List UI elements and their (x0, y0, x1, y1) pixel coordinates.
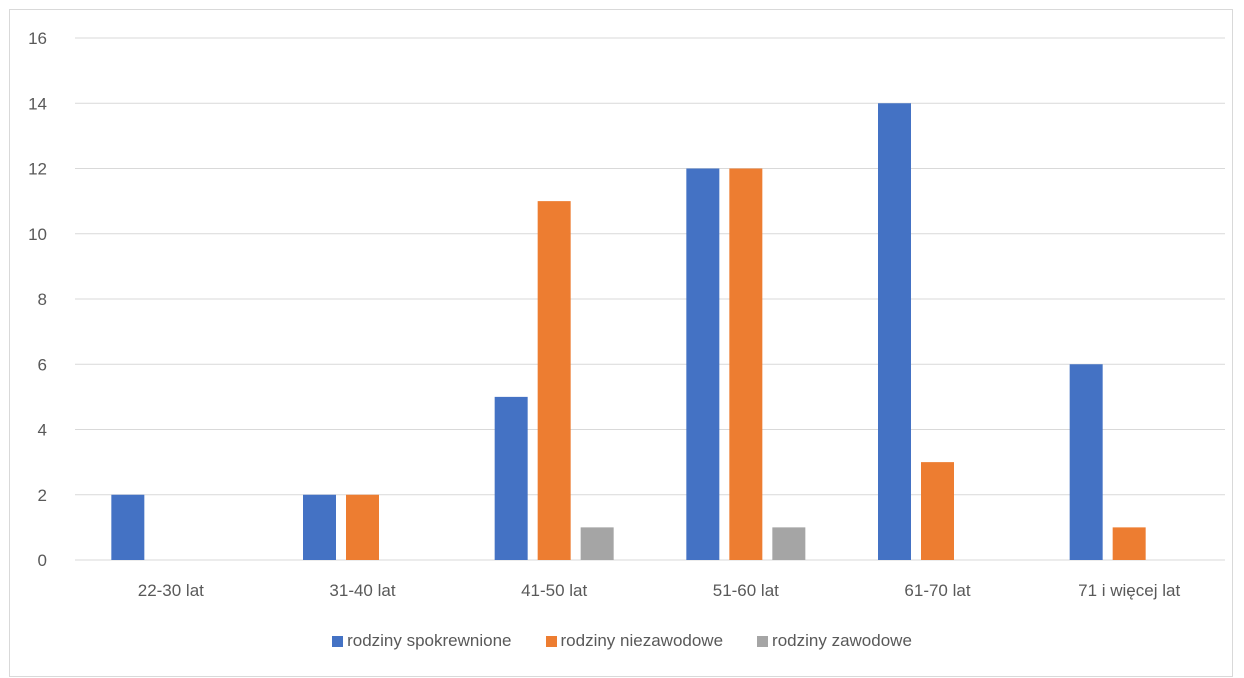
x-tick-label: 51-60 lat (713, 581, 779, 600)
y-tick-label: 2 (38, 486, 47, 505)
x-tick-label: 61-70 lat (904, 581, 970, 600)
y-axis-ticks: 0 2 4 6 8 10 12 14 16 (28, 29, 47, 570)
x-tick-label: 71 i więcej lat (1078, 581, 1180, 600)
bar (494, 396, 528, 560)
x-tick-label: 22-30 lat (138, 581, 204, 600)
legend-label-niezawodowe: rodziny niezawodowe (560, 631, 724, 650)
bar (537, 201, 571, 560)
bars (111, 103, 1146, 560)
legend-label-spokrewnione: rodziny spokrewnione (347, 631, 512, 650)
bar (303, 494, 336, 560)
legend-item-niezawodowe: rodziny niezawodowe (545, 631, 724, 651)
y-tick-label: 8 (38, 290, 47, 309)
bar (1112, 527, 1146, 560)
legend-swatch-niezawodowe (545, 635, 557, 647)
bar (111, 494, 145, 560)
legend-swatch-spokrewnione (332, 635, 344, 647)
y-tick-label: 10 (28, 225, 47, 244)
x-tick-label: 31-40 lat (329, 581, 395, 600)
legend: rodziny spokrewnione rodziny niezawodowe… (0, 631, 1244, 651)
gridlines (75, 37, 1225, 561)
x-axis-ticks: 22-30 lat 31-40 lat 41-50 lat 51-60 lat 61-7… (138, 581, 1181, 600)
bar (346, 494, 379, 560)
bar (921, 462, 954, 560)
bar (1069, 364, 1103, 560)
chart-frame (9, 9, 1233, 677)
legend-item-zawodowe: rodziny zawodowe (757, 631, 912, 651)
y-tick-label: 4 (38, 421, 47, 440)
x-tick-label: 41-50 lat (521, 581, 587, 600)
y-tick-label: 12 (28, 160, 47, 179)
bar (729, 168, 763, 560)
y-tick-label: 16 (28, 29, 47, 48)
y-tick-label: 6 (38, 355, 47, 374)
bar (878, 103, 911, 560)
y-tick-label: 0 (38, 551, 47, 570)
bar (686, 168, 720, 560)
legend-item-spokrewnione: rodziny spokrewnione (332, 631, 512, 651)
legend-swatch-zawodowe (757, 635, 769, 647)
y-tick-label: 14 (28, 94, 47, 113)
legend-label-zawodowe: rodziny zawodowe (772, 631, 912, 650)
bar (772, 527, 806, 560)
bar (580, 527, 614, 560)
